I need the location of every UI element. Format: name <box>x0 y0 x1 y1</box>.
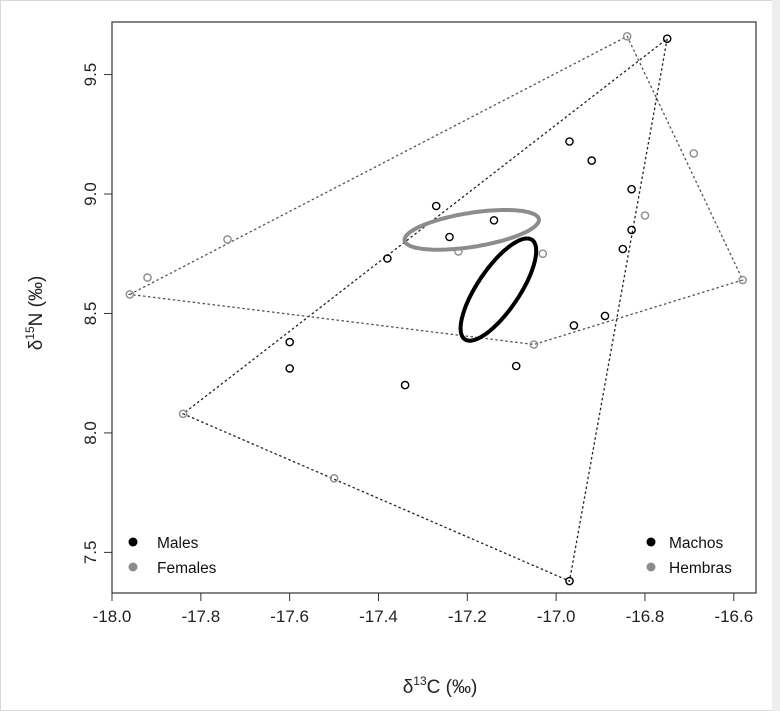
x-tick-label: -17.6 <box>270 607 309 626</box>
y-tick-label: 7.5 <box>81 541 100 565</box>
point-females <box>622 32 632 41</box>
point-males <box>511 361 521 371</box>
legend-marker-hembras <box>646 562 656 572</box>
point-females <box>143 273 152 282</box>
legend-label-hembras: Hembras <box>669 560 732 577</box>
point-females <box>454 247 463 256</box>
ellipse-females <box>402 208 542 252</box>
legend-label-males: Males <box>157 535 199 552</box>
point-males <box>431 201 441 211</box>
point-males <box>587 156 597 165</box>
point-males <box>285 337 295 347</box>
point-females <box>178 409 188 419</box>
point-females <box>125 290 135 299</box>
legend-marker-females <box>128 562 138 572</box>
legend-label-females: Females <box>157 560 217 577</box>
y-tick-label: 9.0 <box>81 182 100 206</box>
y-axis-title: δ15N (‰) <box>23 276 47 351</box>
point-males <box>285 364 295 373</box>
legend-marker-males <box>128 537 138 547</box>
point-females <box>689 149 699 158</box>
hull-females <box>127 35 744 346</box>
x-tick-label: -17.8 <box>181 607 220 626</box>
y-axis: 7.5 8.0 8.5 9.0 9.5 <box>81 63 112 564</box>
x-tick-label: -17.0 <box>537 607 576 626</box>
y-tick-label: 9.5 <box>81 63 100 87</box>
x-tick-label: -17.4 <box>359 607 398 626</box>
data-points <box>125 32 748 586</box>
point-males <box>600 311 610 321</box>
y-tick-label: 8.0 <box>81 421 100 445</box>
x-tick-label: -16.8 <box>626 607 665 626</box>
x-axis-title: δ13C (‰) <box>403 674 478 698</box>
legend-right: Machos Hembras <box>646 535 732 577</box>
x-tick-label: -17.2 <box>448 607 487 626</box>
point-males <box>627 225 636 235</box>
point-males <box>569 321 579 330</box>
ellipse-males <box>458 236 539 343</box>
point-females <box>223 235 232 244</box>
legend-label-machos: Machos <box>669 535 724 552</box>
point-males <box>565 137 574 146</box>
x-tick-label: -18.0 <box>93 607 132 626</box>
x-axis: -18.0 -17.8 -17.6 -17.4 -17.2 -17.0 -16.8 -16.6 <box>93 593 753 626</box>
point-males <box>618 244 628 254</box>
point-males <box>662 34 672 44</box>
point-males <box>627 184 636 194</box>
y-tick-label: 8.5 <box>81 302 100 326</box>
point-males <box>565 576 574 586</box>
point-males <box>400 380 410 390</box>
point-males <box>489 215 499 225</box>
point-males <box>445 232 454 242</box>
point-males <box>383 254 392 263</box>
legend-marker-machos <box>646 537 656 547</box>
convex-hulls <box>127 35 744 583</box>
plot-area <box>111 21 757 594</box>
point-females <box>538 249 548 258</box>
legend-left: Males Females <box>128 535 217 577</box>
point-females <box>329 473 339 483</box>
point-females <box>738 275 748 285</box>
point-females <box>640 211 650 220</box>
ellipses <box>402 208 542 343</box>
x-tick-label: -16.6 <box>714 607 753 626</box>
side-strip <box>772 0 780 711</box>
point-females <box>529 340 539 349</box>
hull-males <box>181 37 669 583</box>
